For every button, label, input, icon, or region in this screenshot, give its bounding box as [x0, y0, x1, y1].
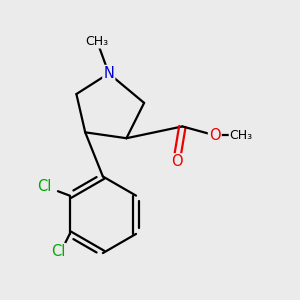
Text: Cl: Cl [51, 244, 65, 259]
Text: CH₃: CH₃ [230, 129, 253, 142]
Text: Cl: Cl [38, 179, 52, 194]
Text: O: O [209, 128, 220, 143]
Text: O: O [171, 154, 182, 169]
Text: N: N [103, 66, 114, 81]
Text: CH₃: CH₃ [85, 34, 109, 48]
